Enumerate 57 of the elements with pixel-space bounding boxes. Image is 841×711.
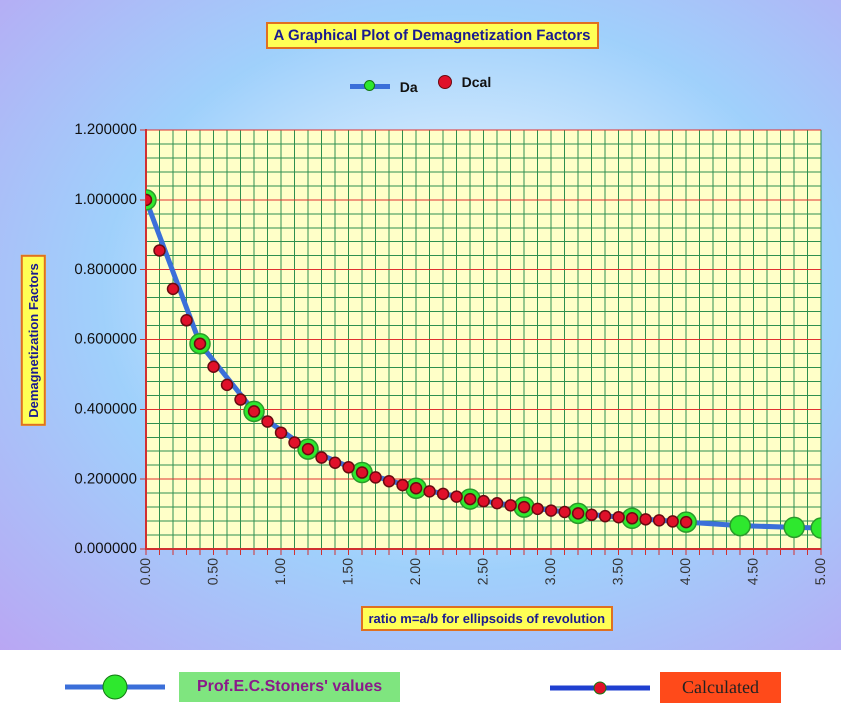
point: [436, 488, 450, 500]
point: [166, 282, 180, 296]
point: [504, 499, 517, 512]
x-tick-label: 1.00: [272, 558, 288, 586]
y-axis-title: Demagnetization Factors: [20, 254, 46, 426]
point: [585, 508, 598, 522]
point: [315, 451, 328, 464]
point: [220, 378, 234, 392]
point: [598, 510, 612, 522]
y-tick-label: 0.800000: [74, 260, 137, 278]
point: [153, 244, 166, 257]
y-tick-label: 1.000000: [74, 190, 137, 208]
point: [531, 502, 544, 516]
y-tick-label: 0.200000: [74, 470, 137, 488]
point: [544, 504, 558, 517]
y-tick-label: 1.200000: [74, 121, 137, 138]
chart-title: A Graphical Plot of Demagnetization Factors: [266, 22, 598, 49]
legend-label: Dcal: [462, 74, 492, 90]
point: [450, 490, 463, 503]
point: [382, 475, 396, 488]
point: [288, 436, 301, 449]
text: Calculated: [660, 672, 781, 703]
x-axis-title: ratio m=a/b for ellipsoids of revolution: [360, 606, 614, 631]
point: [558, 506, 571, 518]
x-tick-label: 3.50: [610, 558, 626, 586]
y-tick-label: 0.000000: [74, 540, 137, 558]
x-tick-label: 0.50: [204, 558, 220, 586]
point: [234, 393, 247, 406]
x-tick-label: 2.00: [406, 558, 423, 586]
point: [423, 485, 436, 498]
text: Prof.E.C.Stoners' values: [179, 672, 400, 702]
legend-label: Da: [400, 78, 418, 94]
point: [639, 513, 652, 526]
point: [652, 514, 666, 527]
point: [666, 515, 679, 528]
point: [328, 456, 342, 470]
x-tick-label: 4.50: [744, 558, 761, 586]
y-tick-label: 0.400000: [74, 400, 137, 418]
point: [477, 494, 490, 508]
x-tick-label: 5.00: [812, 558, 828, 586]
point: [369, 471, 382, 484]
point: [729, 514, 751, 536]
point: [180, 314, 193, 327]
point: [261, 415, 274, 428]
point: [490, 497, 504, 510]
point: [783, 516, 805, 538]
point: [342, 461, 355, 474]
point: [274, 426, 288, 439]
y-tick-label: 0.600000: [74, 330, 137, 348]
point: [207, 360, 220, 373]
point: [612, 510, 625, 524]
x-tick-label: 1.50: [339, 558, 356, 586]
x-tick-label: 0.00: [136, 558, 153, 586]
x-tick-label: 3.00: [542, 558, 558, 586]
x-tick-label: 4.00: [677, 558, 694, 586]
point: [396, 478, 409, 492]
x-tick-label: 2.50: [474, 558, 490, 586]
